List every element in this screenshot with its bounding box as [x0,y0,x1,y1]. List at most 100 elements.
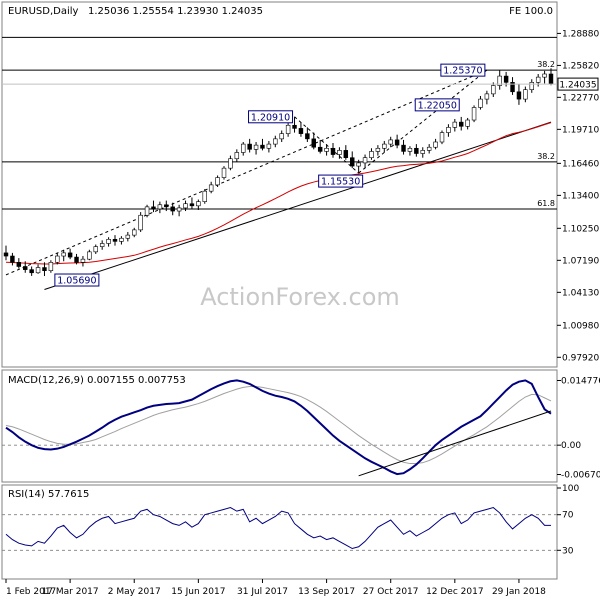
macd-label: MACD(12,26,9) 0.007155 0.007753 [8,375,186,386]
candle-body [234,152,240,160]
candle-body [350,157,355,167]
candle-body [48,262,54,271]
macd-axis: 0.014776 0.00 -0.006705 [557,376,600,481]
candle-body [298,128,304,134]
candle-body [183,203,188,209]
rsi-axis-label: 70 [562,511,574,521]
candle-body [189,203,195,207]
rsi-axis-label: 30 [562,546,574,556]
candle-body [35,267,41,274]
candle-body [241,143,246,153]
candle-body [439,132,445,143]
candle-body [433,141,438,148]
candle-body [61,252,66,257]
rsi-axis: 100 70 30 [557,484,579,556]
price-axis-label: 1.13400 [562,191,599,201]
price-annotation-label: 1.25370 [443,66,482,77]
price-panel [1,1,558,368]
candle-body [87,251,92,260]
current-price-box [557,77,599,91]
candle-body [99,243,105,247]
candle-body [452,121,458,128]
candle-body [144,206,150,216]
candle-body [471,107,477,121]
candle-body [112,238,118,242]
candle-body [535,76,541,83]
candle-body [401,144,406,152]
candle-body [305,133,310,140]
candle-body [151,206,156,210]
price-axis-label: 0.97920 [562,353,599,363]
candle-body [176,207,182,212]
candle-body [446,127,451,133]
price-annotation-box [318,174,364,188]
macd-lines [2,379,557,477]
candle-body [74,256,79,263]
price-axis-label: 1.00980 [562,321,599,331]
trendline [44,121,552,290]
price-axis-label: 1.16460 [562,159,599,169]
price-axis-label: 1.10250 [562,224,599,234]
candle-body [16,262,22,267]
candle-body [266,143,272,149]
candles [3,68,554,277]
candle-body [170,206,175,212]
macd-axis-label: 0.00 [561,441,581,451]
candle-body [202,190,207,202]
price-annotation-label: 1.05690 [57,276,96,287]
candle-body [138,214,143,231]
candle-body [23,266,28,270]
rsi-axis-label: 100 [562,484,579,494]
candle-body [67,252,73,258]
candle-body [93,246,98,253]
price-axis: 1.28880 1.25820 1.22770 1.19710 1.16460 1.134… [2,29,599,363]
level-label: 38.2 [537,152,555,161]
candle-body [221,167,227,178]
price-axis-label: 1.19710 [562,125,599,135]
price-annotation-box [414,98,460,112]
candle-body [42,267,47,271]
moving-average-line [5,122,552,265]
candle-body [260,144,265,149]
price-annotation-box [440,63,486,77]
candle-body [285,124,291,134]
macd-signal-line [5,386,552,465]
time-axis-label: 17 Mar 2017 [42,587,99,597]
price-annotation-box [54,273,100,287]
time-axis-label: 12 Dec 2017 [426,587,484,597]
candle-body [343,150,349,158]
candle-body [523,89,528,100]
time-axis-label: 27 Oct 2017 [363,587,419,597]
candle-body [247,143,252,150]
candle-body [375,147,381,152]
rsi-panel [1,484,558,580]
price-axis-label: 1.25820 [562,61,599,71]
price-annotations: 1.25370 1.22050 1.20910 1.15530 1.05690 [54,63,486,287]
fe-label: FE 100.0 [509,6,553,17]
macd-trendline [358,410,552,477]
candle-body [80,258,86,263]
candle-body [529,82,534,90]
price-annotation-label: 1.15530 [321,177,360,188]
candle-body [337,150,342,155]
candle-body [55,255,60,263]
level-label: 61.8 [537,199,555,208]
candle-body [3,252,9,257]
candle-body [426,146,432,151]
price-axis-label: 1.22770 [562,93,599,103]
candle-body [510,82,515,93]
candle-body [273,138,278,145]
time-axis-label: 31 Jul 2017 [237,587,288,597]
candle-body [215,177,220,186]
candle-body [388,139,393,145]
rsi-label: RSI(14) 57.7615 [8,489,89,500]
current-price-label: 1.24035 [559,81,596,91]
watermark: ActionForex.com [200,283,400,311]
candle-body [29,269,34,274]
candle-body [317,146,323,152]
price-axis-label: 1.07190 [562,256,599,266]
candle-body [369,151,374,158]
